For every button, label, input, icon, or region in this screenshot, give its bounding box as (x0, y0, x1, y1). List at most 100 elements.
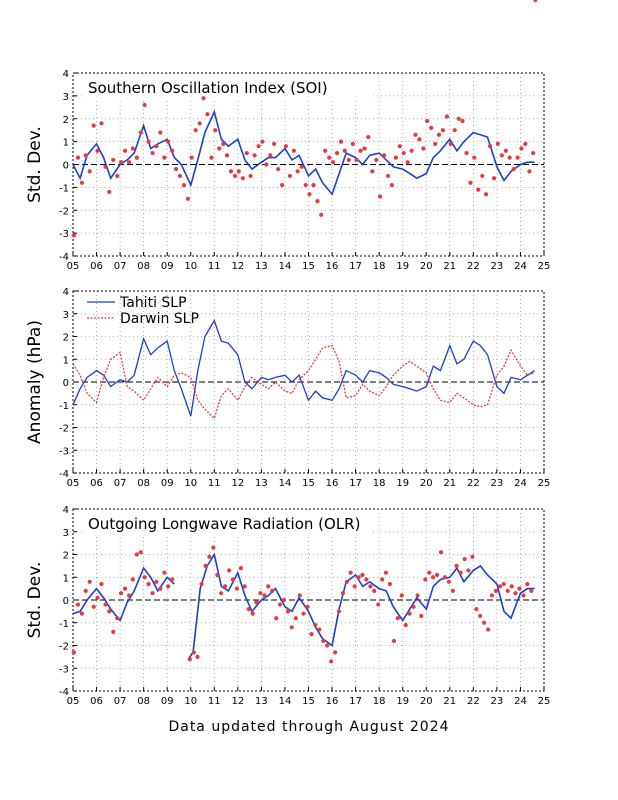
monthly-value-point (342, 148, 347, 153)
y-tick-label: 0 (63, 161, 69, 172)
monthly-value-point (91, 604, 96, 609)
x-tick-label: 18 (373, 696, 386, 707)
monthly-value-point (425, 118, 430, 124)
monthly-value-point (252, 153, 257, 158)
monthly-value-point (495, 141, 500, 147)
monthly-value-point (122, 586, 128, 591)
monthly-value-point (199, 581, 204, 587)
monthly-value-point (519, 146, 524, 151)
x-tick-label: 12 (231, 478, 244, 489)
monthly-value-point (389, 182, 394, 188)
monthly-value-point (401, 150, 406, 156)
monthly-value-point (307, 192, 312, 197)
x-tick-label: 17 (349, 478, 362, 489)
x-tick-label: 20 (420, 696, 433, 707)
x-tick-label: 14 (279, 696, 292, 707)
monthly-value-point (340, 591, 345, 596)
monthly-value-point (411, 604, 416, 609)
x-tick-label: 22 (467, 478, 480, 489)
monthly-value-point (291, 148, 296, 153)
monthly-value-point (531, 150, 536, 156)
monthly-value-point (413, 132, 418, 137)
y-tick-label: 2 (63, 333, 69, 344)
x-tick-label: 13 (255, 696, 268, 707)
monthly-value-point (376, 602, 381, 607)
monthly-value-point (138, 550, 143, 555)
monthly-value-point (126, 160, 132, 165)
monthly-value-point (95, 148, 100, 153)
monthly-value-point (266, 584, 271, 589)
monthly-value-point (323, 148, 328, 153)
monthly-value-point (493, 588, 499, 594)
monthly-value-point (197, 121, 202, 126)
monthly-value-point (483, 192, 489, 197)
y-tick-label: -3 (59, 229, 69, 240)
monthly-value-point (170, 148, 175, 153)
monthly-value-point (244, 150, 249, 156)
monthly-value-point (107, 189, 112, 195)
monthly-value-point (224, 153, 230, 158)
monthly-value-point (372, 588, 377, 594)
monthly-value-point (354, 157, 359, 163)
x-tick-label: 20 (420, 261, 433, 272)
monthly-value-point (370, 169, 375, 174)
monthly-value-point (256, 144, 261, 149)
monthly-value-point (238, 566, 244, 571)
monthly-value-point (232, 173, 238, 179)
monthly-value-point (334, 150, 340, 156)
monthly-value-point (115, 616, 120, 621)
monthly-value-point (260, 139, 265, 144)
y-tick-label: 3 (63, 310, 69, 321)
monthly-value-point (111, 157, 116, 163)
monthly-value-point (440, 128, 446, 133)
monthly-value-point (154, 579, 159, 584)
monthly-value-point (142, 575, 147, 580)
monthly-value-point (115, 173, 120, 179)
monthly-value-point (319, 212, 324, 217)
x-tick-label: 24 (514, 261, 527, 272)
x-tick-label: 12 (231, 261, 244, 272)
x-tick-label: 22 (467, 261, 480, 272)
monthly-value-point (254, 600, 259, 605)
x-tick-label: 21 (443, 261, 456, 272)
monthly-value-point (487, 144, 493, 149)
monthly-value-point (95, 595, 100, 600)
monthly-value-point (177, 173, 183, 179)
y-tick-label: -3 (59, 446, 69, 457)
y-axis-label: Std. Dev. (25, 126, 45, 203)
monthly-value-point (234, 586, 240, 591)
y-tick-label: -2 (59, 424, 69, 435)
x-tick-label: 06 (90, 261, 103, 272)
x-tick-label: 09 (161, 696, 174, 707)
monthly-value-point (421, 146, 426, 151)
monthly-value-point (423, 577, 428, 582)
monthly-value-point (403, 622, 408, 628)
legend-label: Darwin SLP (120, 311, 199, 327)
monthly-value-point (513, 591, 518, 596)
monthly-value-point (158, 586, 163, 591)
x-tick-label: 18 (373, 261, 386, 272)
monthly-value-point (270, 588, 275, 594)
smoothed-index-line (72, 109, 535, 196)
monthly-value-point (399, 593, 404, 598)
monthly-value-point (336, 609, 341, 614)
x-tick-label: 17 (349, 696, 362, 707)
x-tick-label: 08 (137, 261, 150, 272)
monthly-value-point (274, 616, 279, 621)
monthly-value-point (374, 157, 379, 163)
monthly-value-point (83, 153, 88, 158)
monthly-value-point (468, 180, 473, 185)
monthly-value-point (205, 112, 210, 117)
monthly-value-point (215, 572, 220, 578)
monthly-value-point (185, 196, 191, 201)
monthly-value-point (83, 588, 88, 594)
monthly-value-point (187, 657, 192, 662)
x-tick-label: 19 (396, 696, 409, 707)
monthly-value-point (350, 141, 355, 147)
monthly-value-point (415, 593, 420, 598)
x-tick-label: 11 (208, 478, 221, 489)
x-tick-label: 25 (538, 696, 551, 707)
monthly-value-point (380, 577, 385, 582)
monthly-value-point (499, 153, 504, 158)
x-tick-label: 12 (231, 696, 244, 707)
